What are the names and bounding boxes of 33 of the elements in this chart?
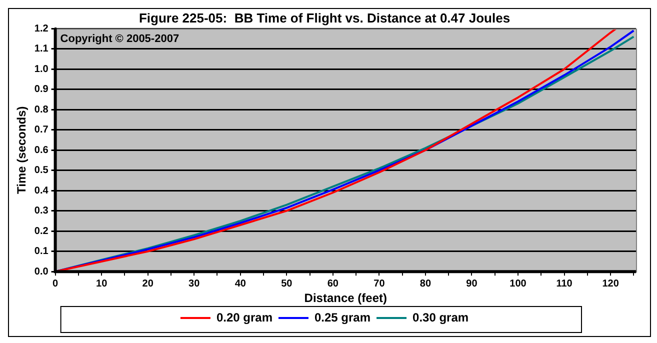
legend-label: 0.25 gram [314, 310, 371, 324]
x-axis-title: Distance (feet) [304, 291, 387, 306]
y-tick-label: 0.0 [34, 266, 49, 278]
x-tick-label: 20 [142, 278, 154, 290]
legend-label: 0.30 gram [412, 310, 469, 324]
y-tick-label: 0.6 [34, 144, 49, 156]
x-tick-label: 0 [52, 278, 59, 290]
y-tick-label: 0.8 [34, 104, 49, 116]
y-tick-label: 0.9 [34, 84, 49, 96]
x-tick-label: 80 [420, 278, 432, 290]
x-tick-label: 100 [510, 278, 527, 290]
y-tick-label: 1.2 [34, 23, 49, 34]
y-tick-label: 0.4 [34, 185, 49, 196]
chart-title: Figure 225-05: BB Time of Flight vs. Distance at 0.47 Joules [138, 10, 510, 26]
y-tick-label: 0.3 [34, 206, 49, 217]
y-tick-label: 0.1 [34, 246, 49, 258]
y-tick-label: 0.5 [34, 165, 49, 176]
x-tick-label: 60 [327, 278, 339, 290]
x-tick-label: 90 [466, 278, 478, 290]
y-tick-label: 1.0 [34, 64, 49, 75]
y-tick-label: 1.1 [34, 44, 49, 55]
y-tick-label: 0.2 [34, 226, 49, 237]
x-tick-label: 110 [556, 278, 573, 290]
x-tick-label: 50 [281, 278, 293, 290]
y-axis-title: Time (seconds) [14, 106, 29, 194]
x-tick-label: 120 [602, 278, 620, 290]
legend-label: 0.20 gram [216, 310, 272, 324]
x-tick-label: 10 [96, 278, 108, 290]
x-tick-label: 30 [188, 278, 200, 290]
y-tick-label: 0.7 [34, 124, 49, 136]
x-tick-label: 70 [374, 278, 386, 290]
annotation: Copyright © 2005-2007 [60, 33, 180, 46]
x-tick-label: 40 [234, 278, 246, 290]
